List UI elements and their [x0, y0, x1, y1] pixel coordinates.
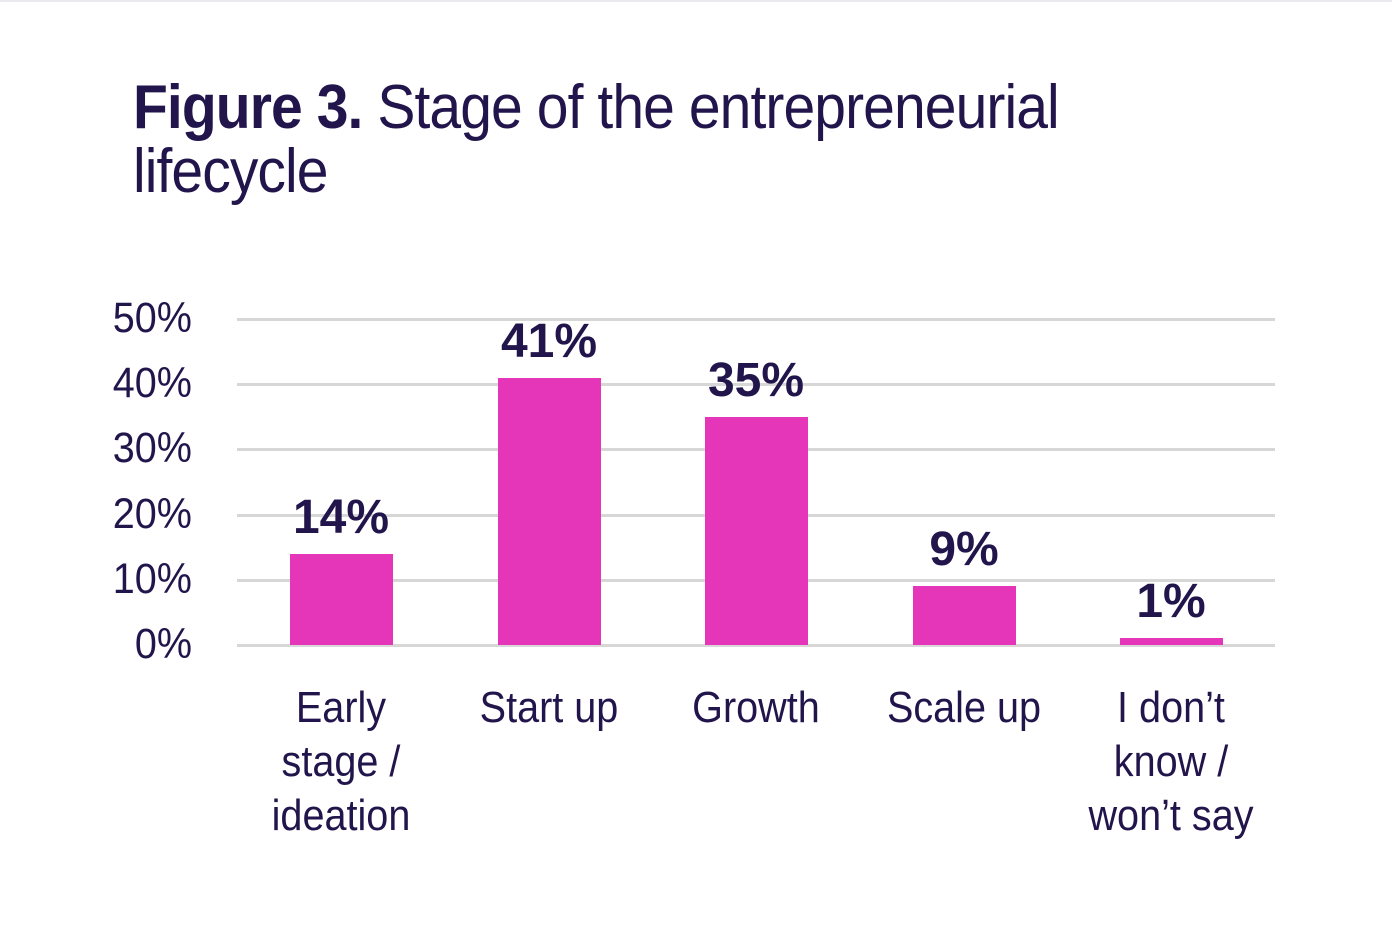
x-category-label: Growth — [662, 681, 851, 735]
x-category-label: Scale up — [870, 681, 1059, 735]
chart-title: Figure 3. Stage of the entrepreneurial l… — [133, 76, 1237, 204]
x-category-label: Start up — [455, 681, 644, 735]
category-line: ideation — [271, 791, 411, 840]
bar — [1120, 638, 1223, 645]
gridline — [237, 383, 1275, 387]
bar — [913, 586, 1016, 645]
category-line: know / — [1113, 737, 1229, 786]
y-tick-label: 40% — [112, 359, 192, 408]
bar — [498, 377, 601, 645]
y-tick-label: 0% — [134, 620, 192, 668]
bar — [705, 416, 808, 645]
top-border — [0, 0, 1392, 2]
category-line: Start up — [479, 683, 619, 732]
bar-value-label: 14% — [292, 490, 390, 544]
y-tick-label: 10% — [112, 554, 192, 603]
category-line: Growth — [692, 683, 820, 732]
gridline — [237, 318, 1275, 321]
gridline — [237, 644, 1275, 647]
y-tick-label: 20% — [112, 489, 192, 538]
figure-label: Figure 3. — [133, 73, 363, 142]
bar-value-label: 41% — [500, 314, 598, 368]
bar-value-label: 1% — [1136, 575, 1206, 629]
bar-value-label: 9% — [929, 523, 999, 577]
x-category-label: Early stage / ideation — [247, 681, 436, 843]
bar-value-label: 35% — [707, 353, 805, 407]
category-line: Early — [295, 683, 387, 732]
x-category-label: I don’t know / won’t say — [1077, 681, 1266, 843]
figure-title: Stage of the entrepreneurial lifecycle — [133, 73, 1060, 206]
category-line: Scale up — [886, 683, 1042, 732]
y-tick-label: 50% — [112, 294, 192, 342]
bar — [290, 553, 393, 645]
category-line: won’t say — [1088, 791, 1254, 840]
category-line: I don’t — [1117, 683, 1225, 732]
y-tick-label: 30% — [112, 424, 192, 473]
category-line: stage / — [281, 737, 401, 786]
